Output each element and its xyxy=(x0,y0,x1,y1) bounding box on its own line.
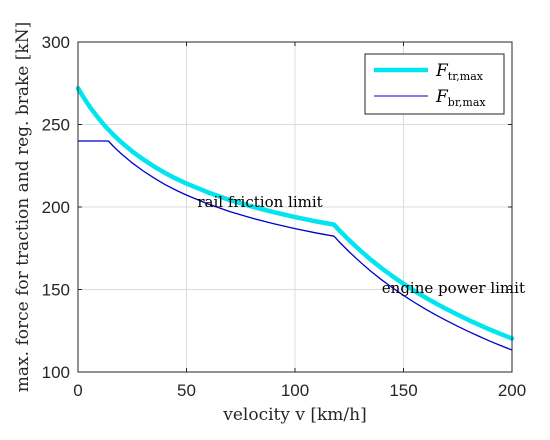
legend: Ftr,max Fbr,max xyxy=(364,53,505,115)
ticks: 0 50 100 150 200 100 150 200 250 300 xyxy=(42,33,527,400)
y-axis-label: max. force for traction and reg. brake [… xyxy=(13,22,33,392)
y-tick-label: 200 xyxy=(42,198,70,217)
annotation-label: rail friction limit xyxy=(197,193,322,211)
x-tick-label: 200 xyxy=(498,381,526,400)
y-tick-label: 250 xyxy=(42,116,70,135)
legend-label-ftr-main: F xyxy=(435,61,449,81)
legend-label-ftr-sub: tr,max xyxy=(448,70,484,83)
series-line-0 xyxy=(75,85,515,341)
series-layer xyxy=(75,85,515,351)
y-tick-label: 100 xyxy=(42,363,70,382)
legend-label-ftr: Ftr,max xyxy=(435,61,484,83)
annotation-label: engine power limit xyxy=(382,279,525,297)
y-tick-label: 150 xyxy=(42,281,70,300)
series-line-1 xyxy=(77,140,513,351)
x-tick-label: 100 xyxy=(281,381,309,400)
y-tick-label: 300 xyxy=(42,33,70,52)
x-tick-label: 150 xyxy=(389,381,417,400)
legend-label-fbr-sub: br,max xyxy=(448,96,487,109)
x-tick-label: 0 xyxy=(73,381,82,400)
x-axis-label: velocity v [km/h] xyxy=(222,405,367,425)
x-tick-label: 50 xyxy=(177,381,196,400)
legend-label-fbr-main: F xyxy=(435,87,449,107)
legend-label-fbr: Fbr,max xyxy=(435,87,486,109)
annotations: rail friction limit engine power limit xyxy=(197,193,525,297)
legend-box xyxy=(364,53,505,115)
